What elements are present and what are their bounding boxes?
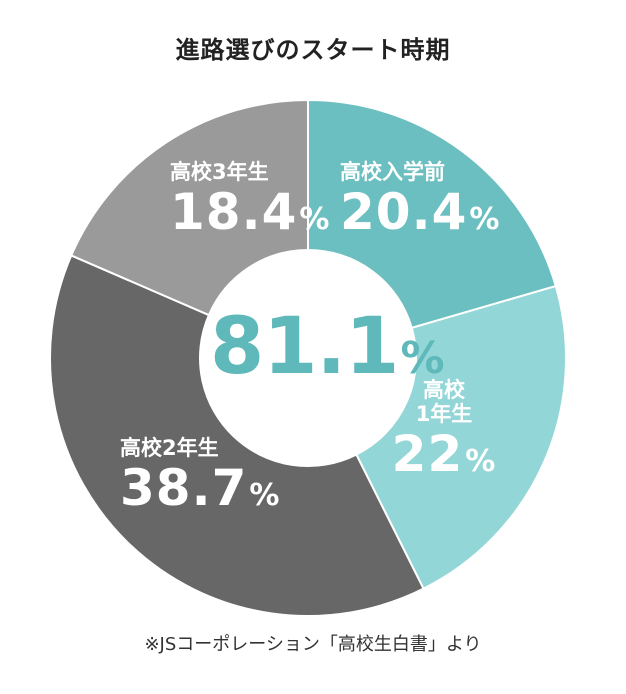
source-note: ※JSコーポレーション「高校生白書」より — [144, 634, 482, 655]
slice-name: 高校 — [423, 378, 465, 402]
slice-name: 高校3年生 — [170, 160, 269, 184]
slice-value: 18.4% — [170, 183, 331, 242]
slice-value: 20.4% — [340, 183, 501, 242]
slice-label-third-year: 高校3年生 18.4% — [170, 160, 330, 242]
slice-first-year — [355, 284, 567, 591]
slice-label-second-year: 高校2年生 38.7% — [120, 436, 280, 518]
center-value: 81.1% — [210, 308, 445, 386]
slice-before-entrance — [307, 98, 558, 330]
slice-name-line2: 1年生 — [415, 402, 473, 427]
slice-value: 38.7% — [120, 459, 281, 518]
slice-third-year — [69, 98, 309, 317]
center-value-unit: % — [400, 333, 444, 384]
slice-name: 高校2年生 — [120, 436, 219, 460]
chart-title: 進路選びのスタート時期 — [175, 36, 451, 64]
slice-label-before-entrance: 高校入学前 20.4% — [340, 160, 500, 242]
slice-second-year — [49, 254, 425, 617]
slice-value: 22% — [391, 425, 497, 484]
slice-name: 高校入学前 — [340, 160, 445, 184]
slice-label-first-year: 高校 1年生 22% — [380, 378, 508, 484]
center-value-number: 81.1 — [210, 302, 399, 392]
